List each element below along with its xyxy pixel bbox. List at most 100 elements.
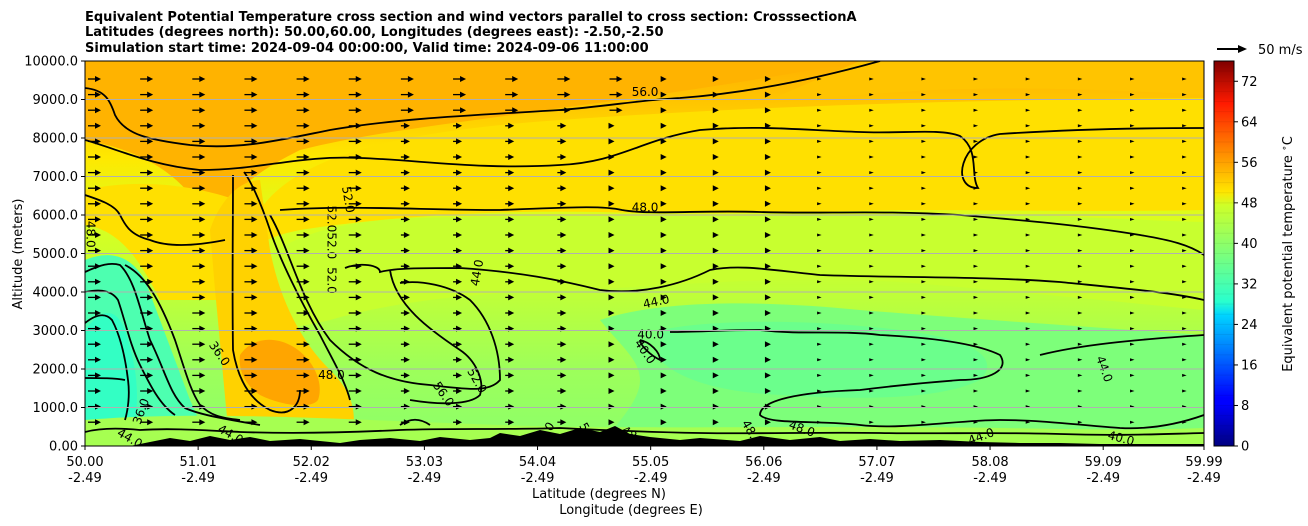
wind-arrow [296, 138, 310, 145]
wind-arrow [973, 420, 979, 424]
wind-arrow [973, 155, 979, 159]
wind-arrow [296, 388, 310, 394]
contour-label: 52.0 [324, 205, 338, 232]
wind-arrow [192, 356, 206, 363]
wind-arrow [140, 403, 154, 410]
wind-arrow [192, 419, 206, 426]
contour-48-left-low [124, 264, 241, 421]
wind-arrow [244, 232, 258, 238]
field-green-core-right [660, 321, 988, 398]
wind-arrow [1025, 124, 1031, 128]
wind-arrow [557, 76, 571, 82]
wind-arrow [400, 154, 410, 160]
wind-arrow [348, 278, 362, 285]
wind-arrow [817, 77, 822, 81]
wind-arrow [608, 169, 615, 176]
wind-arrow [712, 138, 719, 145]
y-tick-label: 5000.0 [33, 247, 79, 262]
wind-arrow [348, 403, 362, 410]
field-orange-core [239, 339, 320, 406]
wind-arrow [869, 124, 874, 128]
wind-arrow [505, 232, 515, 238]
wind-arrow [400, 419, 410, 426]
wind-arrow [817, 264, 822, 268]
wind-arrow [400, 263, 410, 270]
wind-arrow [817, 280, 822, 284]
y-tick-label: 3000.0 [33, 324, 79, 339]
x-tick-label-lat: 54.04 [519, 455, 556, 470]
wind-arrow [608, 200, 615, 207]
wind-arrow [869, 139, 874, 143]
wind-arrow [88, 294, 101, 301]
wind-arrow [505, 91, 519, 98]
wind-arrow [817, 124, 822, 128]
wind-arrow [1077, 327, 1083, 331]
contour-40-curl [639, 339, 661, 362]
wind-arrow [557, 154, 567, 160]
chart-title: Equivalent Potential Temperature cross s… [85, 10, 857, 56]
x-tick-label-lon: -2.49 [973, 471, 1007, 486]
wind-arrow [348, 138, 362, 145]
wind-arrow [921, 139, 926, 143]
wind-arrow [192, 232, 206, 238]
y-tick-label: 9000.0 [33, 93, 79, 108]
x-tick-label-lon: -2.49 [181, 471, 215, 486]
wind-arrow [140, 247, 154, 254]
wind-arrow [1025, 108, 1031, 112]
wind-arrow [557, 372, 567, 379]
field-lime-middle [230, 213, 1204, 330]
wind-arrow [296, 263, 310, 270]
wind-arrow [712, 91, 719, 98]
wind-arrow [348, 310, 362, 316]
wind-arrow [453, 154, 463, 160]
wind-arrow [348, 356, 362, 363]
wind-arrow [712, 232, 719, 238]
wind-arrow [453, 403, 463, 410]
wind-arrow [400, 403, 410, 410]
wind-arrow [712, 76, 719, 82]
wind-arrow [1077, 280, 1083, 284]
wind-arrow [348, 169, 362, 176]
wind-arrow [817, 389, 822, 393]
wind-arrow [764, 294, 771, 301]
wind-arrow [608, 310, 615, 316]
wind-arrow [1025, 373, 1031, 377]
x-tick-label-lon: -2.49 [747, 471, 781, 486]
wind-arrow [660, 216, 667, 223]
wind-arrow [244, 388, 258, 394]
wind-arrow [608, 138, 615, 145]
wind-arrow [921, 264, 926, 268]
wind-arrow [764, 372, 771, 379]
wind-arrow [296, 232, 310, 238]
title-line-2: Latitudes (degrees north): 50.00,60.00, … [85, 25, 664, 40]
wind-arrow [660, 356, 667, 363]
wind-arrow [88, 356, 101, 363]
wind-arrow [1129, 186, 1135, 190]
wind-arrow [921, 389, 926, 393]
wind-arrow [453, 310, 463, 316]
wind-arrow [712, 294, 719, 301]
wind-arrow [88, 263, 101, 270]
wind-arrow [140, 232, 154, 238]
wind-arrow [608, 278, 615, 285]
wind-arrow [1182, 171, 1187, 175]
x-axis-label-latitude: Latitude (degrees N) [532, 487, 666, 502]
wind-arrow [973, 93, 979, 97]
wind-arrow [244, 310, 258, 316]
wind-arrow [400, 310, 410, 316]
wind-arrow [140, 356, 154, 363]
wind-arrow [608, 185, 615, 192]
wind-arrow [973, 249, 979, 253]
wind-arrow [817, 358, 822, 362]
wind-arrow [453, 76, 467, 82]
wind-arrow [453, 216, 463, 223]
x-tick-label-lon: -2.49 [408, 471, 442, 486]
wind-arrow [505, 263, 515, 270]
title-line-1: Equivalent Potential Temperature cross s… [85, 10, 857, 25]
wind-arrow [244, 154, 258, 160]
wind-arrow [712, 341, 719, 348]
wind-arrow [1182, 233, 1187, 237]
wind-arrow [973, 139, 979, 143]
wind-arrow [921, 217, 926, 221]
wind-arrow [400, 185, 410, 192]
